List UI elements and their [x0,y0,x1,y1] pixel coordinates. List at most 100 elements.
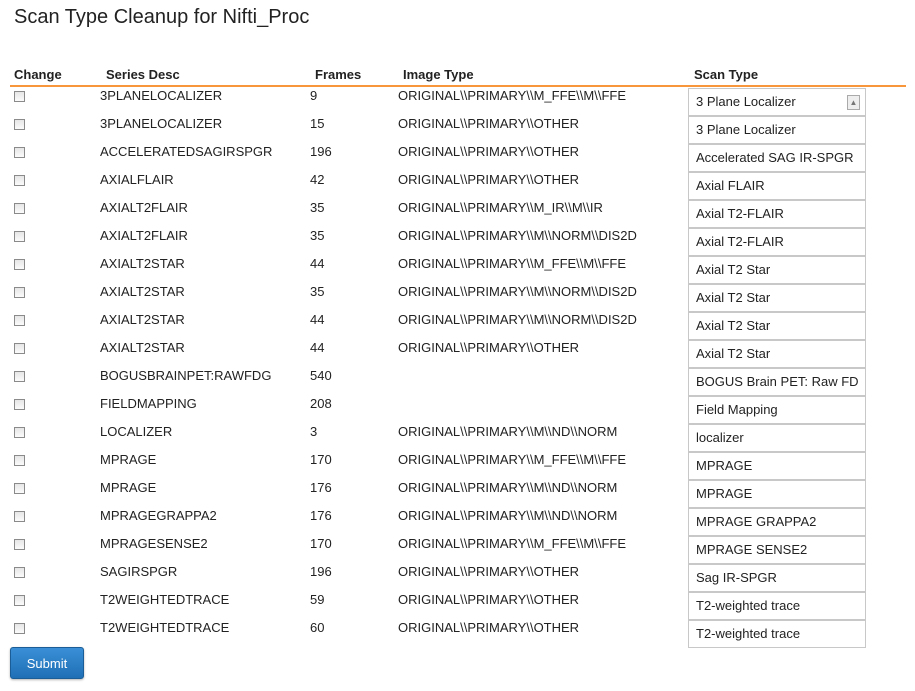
table-row: AXIALT2STAR 44 ORIGINAL\\PRIMARY\\M_FFE\… [0,256,915,284]
change-checkbox[interactable] [14,567,25,578]
scan-type-value: Accelerated SAG IR-SPGR [696,150,854,165]
scan-type-input[interactable]: BOGUS Brain PET: Raw FD [688,368,866,396]
change-checkbox[interactable] [14,259,25,270]
series-desc: FIELDMAPPING [100,396,197,411]
series-desc: AXIALT2FLAIR [100,200,188,215]
scan-type-input[interactable]: Sag IR-SPGR [688,564,866,592]
scan-type-input[interactable]: Accelerated SAG IR-SPGR [688,144,866,172]
frames: 540 [310,368,332,383]
change-checkbox[interactable] [14,91,25,102]
change-checkbox[interactable] [14,427,25,438]
scan-type-value: Axial T2-FLAIR [696,234,784,249]
table-row: BOGUSBRAINPET:RAWFDG 540 BOGUS Brain PET… [0,368,915,396]
table-row: 3PLANELOCALIZER 15 ORIGINAL\\PRIMARY\\OT… [0,116,915,144]
change-checkbox[interactable] [14,119,25,130]
table-row: AXIALT2FLAIR 35 ORIGINAL\\PRIMARY\\M\\NO… [0,228,915,256]
image-type: ORIGINAL\\PRIMARY\\M_FFE\\M\\FFE [398,88,627,103]
frames: 196 [310,564,332,579]
scan-type-input[interactable]: 3 Plane Localizer ▲ [688,88,866,116]
scan-type-input[interactable]: MPRAGE SENSE2 [688,536,866,564]
frames: 42 [310,172,325,187]
series-desc: AXIALT2STAR [100,256,185,271]
image-type: ORIGINAL\\PRIMARY\\M\\ND\\NORM [398,508,618,523]
series-desc: MPRAGE [100,452,157,467]
series-desc: MPRAGE [100,480,157,495]
change-checkbox[interactable] [14,343,25,354]
series-desc: MPRAGEGRAPPA2 [100,508,217,523]
change-checkbox[interactable] [14,231,25,242]
scan-type-value: Axial T2 Star [696,318,771,333]
table-row: AXIALT2STAR 44 ORIGINAL\\PRIMARY\\M\\NOR… [0,312,915,340]
table-row: FIELDMAPPING 208 Field Mapping [0,396,915,424]
change-checkbox[interactable] [14,623,25,634]
scan-type-input[interactable]: Axial T2-FLAIR [688,200,866,228]
submit-button[interactable]: Submit [10,647,84,679]
header-divider [10,85,906,87]
change-checkbox[interactable] [14,371,25,382]
scan-type-input[interactable]: Field Mapping [688,396,866,424]
change-checkbox[interactable] [14,595,25,606]
scan-type-input[interactable]: localizer [688,424,866,452]
frames: 60 [310,620,325,635]
change-checkbox[interactable] [14,147,25,158]
scan-type-value: MPRAGE SENSE2 [696,542,808,557]
scan-type-value: MPRAGE GRAPPA2 [696,514,817,529]
change-checkbox[interactable] [14,455,25,466]
change-checkbox[interactable] [14,511,25,522]
scan-type-value: Axial T2 Star [696,346,771,361]
series-desc: AXIALT2FLAIR [100,228,188,243]
scan-type-input[interactable]: MPRAGE [688,480,866,508]
change-checkbox[interactable] [14,399,25,410]
autocomplete-icon[interactable]: ▲ [847,95,860,110]
scan-type-input[interactable]: MPRAGE GRAPPA2 [688,508,866,536]
table-row: MPRAGESENSE2 170 ORIGINAL\\PRIMARY\\M_FF… [0,536,915,564]
table-row: MPRAGE 176 ORIGINAL\\PRIMARY\\M\\ND\\NOR… [0,480,915,508]
series-desc: T2WEIGHTEDTRACE [100,620,230,635]
change-checkbox[interactable] [14,287,25,298]
scan-type-value: MPRAGE [696,486,753,501]
image-type: ORIGINAL\\PRIMARY\\OTHER [398,564,580,579]
change-checkbox[interactable] [14,175,25,186]
change-checkbox[interactable] [14,315,25,326]
scan-type-input[interactable]: 3 Plane Localizer [688,116,866,144]
image-type: ORIGINAL\\PRIMARY\\M\\NORM\\DIS2D [398,284,637,299]
scan-type-input[interactable]: T2-weighted trace [688,592,866,620]
image-type: ORIGINAL\\PRIMARY\\OTHER [398,116,580,131]
table-row: SAGIRSPGR 196 ORIGINAL\\PRIMARY\\OTHER S… [0,564,915,592]
frames: 3 [310,424,318,439]
series-desc: BOGUSBRAINPET:RAWFDG [100,368,272,383]
image-type: ORIGINAL\\PRIMARY\\M_FFE\\M\\FFE [398,536,627,551]
header-frames: Frames [315,67,362,82]
header-change: Change [14,67,62,82]
series-desc: MPRAGESENSE2 [100,536,208,551]
frames: 15 [310,116,325,131]
scan-type-value: Axial T2 Star [696,262,771,277]
scan-type-input[interactable]: T2-weighted trace [688,620,866,648]
image-type: ORIGINAL\\PRIMARY\\OTHER [398,340,580,355]
image-type: ORIGINAL\\PRIMARY\\M_FFE\\M\\FFE [398,452,627,467]
scan-type-value: Field Mapping [696,402,778,417]
frames: 170 [310,452,332,467]
table-row: AXIALFLAIR 42 ORIGINAL\\PRIMARY\\OTHER A… [0,172,915,200]
scan-type-input[interactable]: Axial T2-FLAIR [688,228,866,256]
scan-type-value: Axial T2-FLAIR [696,206,784,221]
change-checkbox[interactable] [14,483,25,494]
change-checkbox[interactable] [14,539,25,550]
scan-type-input[interactable]: Axial T2 Star [688,256,866,284]
table-row: AXIALT2STAR 44 ORIGINAL\\PRIMARY\\OTHER … [0,340,915,368]
scan-type-input[interactable]: Axial T2 Star [688,340,866,368]
frames: 208 [310,396,332,411]
scan-type-value: Axial T2 Star [696,290,771,305]
scan-type-input[interactable]: Axial FLAIR [688,172,866,200]
scan-type-value: 3 Plane Localizer [696,122,796,137]
change-checkbox[interactable] [14,203,25,214]
scan-type-input[interactable]: Axial T2 Star [688,284,866,312]
series-desc: SAGIRSPGR [100,564,178,579]
header-series-desc: Series Desc [106,67,180,82]
frames: 170 [310,536,332,551]
table-row: MPRAGEGRAPPA2 176 ORIGINAL\\PRIMARY\\M\\… [0,508,915,536]
frames: 35 [310,228,325,243]
scan-type-input[interactable]: MPRAGE [688,452,866,480]
series-desc: AXIALFLAIR [100,172,174,187]
scan-type-input[interactable]: Axial T2 Star [688,312,866,340]
